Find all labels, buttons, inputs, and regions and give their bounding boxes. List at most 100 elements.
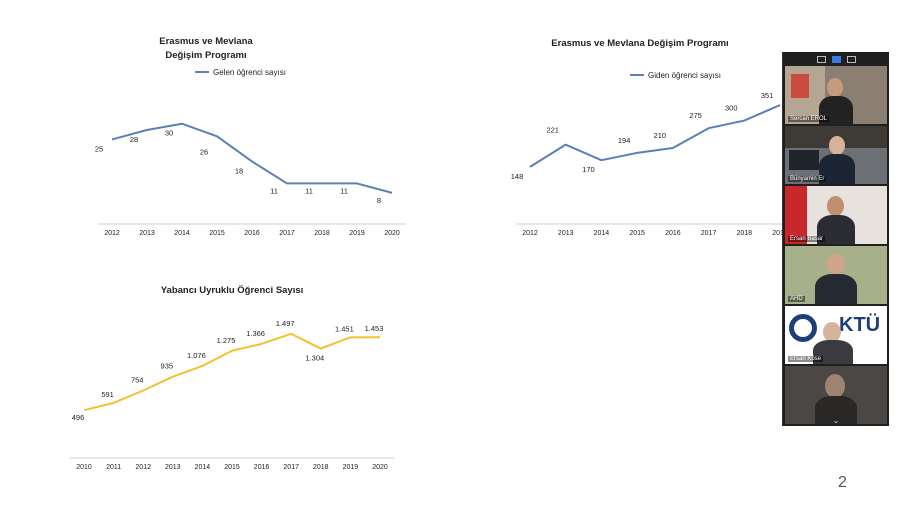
chart-2: Yabancı Uyruklu Öğrenci Sayısı 2010 2011 20…	[70, 285, 394, 471]
participant-name: AHD	[788, 296, 805, 302]
x-tick-label: 2018	[313, 464, 329, 471]
data-label: 30	[165, 129, 173, 138]
data-label: 754	[131, 376, 144, 385]
data-label: 11	[270, 186, 278, 195]
data-label: 26	[200, 147, 208, 156]
data-label: 1.451	[335, 324, 354, 333]
data-label: 935	[161, 362, 174, 371]
x-tick-label: 2014	[195, 464, 211, 471]
participant-face	[823, 322, 841, 342]
data-label: 1.497	[276, 319, 295, 328]
view-toggle-bar	[783, 52, 889, 66]
data-label: 170	[582, 165, 595, 174]
chart-title: Yabancı Uyruklu Öğrenci Sayısı	[161, 285, 304, 296]
x-tick-label: 2014	[174, 230, 190, 237]
participant-tile[interactable]: Bünyamin Er	[785, 126, 887, 184]
legend-entry: Giden öğrenci sayısı	[648, 71, 721, 80]
x-tick-label: 2019	[772, 230, 788, 237]
page-number: 2	[838, 474, 847, 491]
x-tick-label: 2017	[279, 230, 295, 237]
x-tick-label: 2016	[244, 230, 260, 237]
data-label: 300	[725, 104, 738, 113]
x-tick-label: 2018	[736, 230, 752, 237]
x-tick-label: 2013	[165, 464, 181, 471]
x-tick-label: 2015	[629, 230, 645, 237]
monitor-object	[789, 150, 819, 170]
x-tick-label: 2015	[209, 230, 225, 237]
chart-title: Erasmus ve Mevlana Değişim Programı	[551, 38, 728, 49]
x-tick-label: 2011	[106, 464, 121, 471]
chart-title: Erasmus ve Mevlana	[159, 36, 253, 47]
participant-name: Ersan Basar	[788, 236, 826, 242]
x-tick-label: 2013	[558, 230, 574, 237]
participant-tile[interactable]: KTÜ Ersan Köse	[785, 306, 887, 364]
video-participants-panel[interactable]: Sercan EROL Bünyamin Er Ersan Basar AHD …	[782, 52, 889, 426]
bookshelf-object	[791, 74, 809, 98]
data-label: 194	[618, 136, 631, 145]
data-label: 148	[511, 172, 524, 181]
x-tick-label: 2016	[254, 464, 270, 471]
data-label: 221	[546, 126, 559, 135]
legend-entry: Gelen öğrenci sayısı	[213, 68, 286, 77]
data-label: 1.366	[246, 329, 265, 338]
series-line	[111, 122, 393, 194]
x-tick-label: 2018	[314, 230, 330, 237]
x-tick-label: 2013	[139, 230, 155, 237]
data-label: 1.453	[365, 324, 384, 333]
scroll-down-button[interactable]: ⌄	[783, 414, 889, 426]
x-tick-label: 2012	[135, 464, 151, 471]
x-tick-label: 2015	[224, 464, 240, 471]
data-label: 496	[72, 413, 85, 422]
data-label: 11	[305, 186, 313, 195]
participant-name: Sercan EROL	[788, 116, 830, 122]
chart-1: Erasmus ve Mevlana Değişim Programı Giden…	[511, 38, 794, 237]
participant-face	[829, 136, 845, 155]
x-tick-label: 2012	[104, 230, 120, 237]
chart-0: Erasmus ve Mevlana Değişim Programı Gelen …	[95, 36, 406, 237]
flag-object	[785, 186, 807, 244]
x-tick-label: 2010	[76, 464, 92, 471]
data-label: 11	[340, 186, 348, 195]
participant-tile[interactable]: Sercan EROL	[785, 66, 887, 124]
x-tick-label: 2016	[665, 230, 681, 237]
x-tick-label: 2017	[283, 464, 299, 471]
participant-face	[827, 196, 844, 216]
ktu-logo-icon	[789, 314, 817, 342]
chart-title: Değişim Programı	[165, 50, 246, 61]
data-label: 1.275	[217, 336, 236, 345]
data-label: 25	[95, 144, 103, 153]
data-label: 210	[654, 131, 667, 140]
participant-tile[interactable]	[785, 366, 887, 424]
data-label: 591	[101, 390, 114, 399]
data-label: 351	[761, 91, 774, 100]
x-tick-label: 2017	[701, 230, 717, 237]
participant-face	[825, 374, 845, 398]
data-label: 1.304	[305, 354, 324, 363]
participant-name: Ersan Köse	[788, 356, 824, 362]
gallery-view-button[interactable]	[846, 55, 856, 63]
x-tick-label: 2012	[522, 230, 538, 237]
data-label: 8	[377, 196, 381, 205]
participant-face	[827, 78, 843, 97]
data-label: 28	[130, 135, 138, 144]
series-line	[83, 332, 381, 412]
data-label: 275	[689, 111, 702, 120]
data-label: 18	[235, 166, 243, 175]
participant-tile[interactable]: Ersan Basar	[785, 186, 887, 244]
data-label: 1.076	[187, 351, 206, 360]
x-tick-label: 2019	[343, 464, 359, 471]
x-tick-label: 2020	[384, 230, 400, 237]
participant-name: Bünyamin Er	[788, 176, 827, 182]
participant-face	[827, 254, 845, 275]
strip-view-button[interactable]	[831, 55, 841, 63]
participant-tile[interactable]: AHD	[785, 246, 887, 304]
chevron-down-icon: ⌄	[832, 415, 840, 425]
x-tick-label: 2020	[372, 464, 388, 471]
x-tick-label: 2014	[594, 230, 610, 237]
logo-text: KTÜ	[839, 314, 881, 336]
series-line	[529, 104, 781, 168]
minimize-button[interactable]	[816, 55, 826, 63]
x-tick-label: 2019	[349, 230, 365, 237]
